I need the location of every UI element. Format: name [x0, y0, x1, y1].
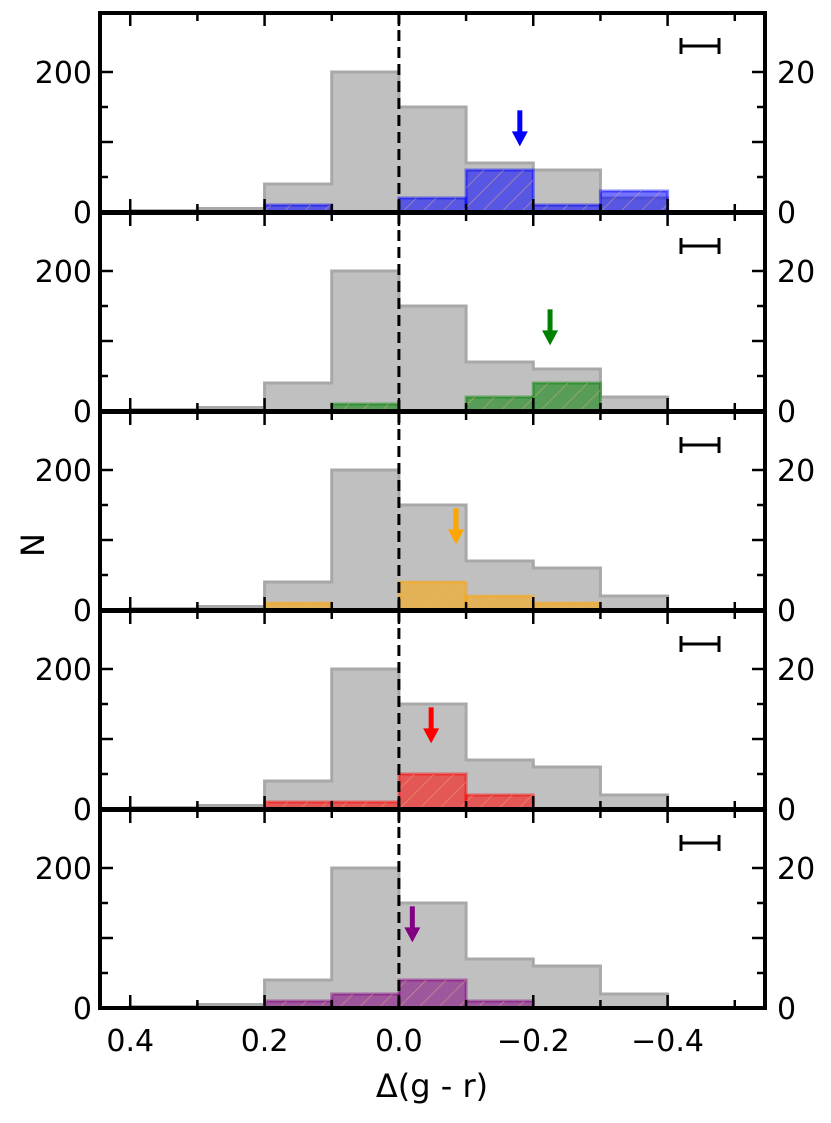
x-tick-label: 0.4	[106, 1024, 154, 1059]
panel-2: 0 200 0 20	[35, 211, 815, 430]
left-y-tick-label: 0	[73, 196, 92, 231]
median-arrow-head	[511, 131, 528, 147]
x-tick-label: −0.4	[631, 1024, 704, 1059]
left-y-tick-label: 200	[35, 852, 92, 887]
left-y-tick-label: 0	[73, 992, 92, 1027]
right-y-tick-label: 0	[777, 196, 796, 231]
x-tick-label: −0.2	[497, 1024, 570, 1059]
subset-bar-hatch	[264, 1001, 332, 1008]
panel-3: 0 200 0 20	[35, 410, 815, 629]
panel-frame	[98, 808, 767, 1010]
subset-bar-hatch	[600, 191, 668, 212]
subset-bar-hatch	[466, 596, 534, 610]
y-axis-label: N	[14, 533, 52, 557]
right-y-tick-label: 0	[777, 594, 796, 629]
right-y-tick-label: 20	[777, 255, 815, 290]
right-y-tick-label: 0	[777, 395, 796, 430]
subset-bar-hatch	[533, 383, 601, 411]
right-y-tick-label: 20	[777, 852, 815, 887]
right-y-tick-label: 20	[777, 653, 815, 688]
subset-bar-hatch	[533, 603, 601, 610]
subset-bar-hatch	[331, 802, 399, 809]
x-tick-label: 0.2	[241, 1024, 289, 1059]
subset-bar-hatch	[398, 582, 467, 610]
right-y-tick-label: 0	[777, 992, 796, 1027]
subset-bar-hatch	[466, 1001, 534, 1008]
median-arrow-head	[404, 927, 421, 943]
subset-bar-hatch	[264, 802, 332, 809]
right-y-tick-label: 20	[777, 56, 815, 91]
subset-bar-hatch	[331, 994, 399, 1008]
panel-1: 0 200 0 20	[35, 11, 815, 231]
left-y-tick-label: 0	[73, 395, 92, 430]
subset-bar-hatch	[398, 198, 467, 212]
x-tick-labels: 0.4 0.2 0.0 −0.2 −0.4	[106, 1024, 704, 1059]
subset-bar-hatch	[264, 603, 332, 610]
median-arrow-head	[542, 330, 559, 346]
subset-bar-hatch	[533, 205, 601, 212]
right-y-tick-label: 20	[777, 454, 815, 489]
subset-bar-hatch	[398, 774, 467, 809]
subset-bar-hatch	[331, 404, 399, 411]
panel-5: 0 200 0 20	[35, 808, 815, 1027]
panel-4: 0 200 0 20	[35, 609, 815, 828]
x-tick-label: 0.0	[375, 1024, 423, 1059]
subset-bar-hatch	[466, 170, 534, 212]
left-y-tick-label: 0	[73, 793, 92, 828]
subset-bar-hatch	[264, 205, 332, 212]
left-y-tick-label: 0	[73, 594, 92, 629]
x-axis-label: Δ(g - r)	[376, 1067, 488, 1105]
left-y-tick-label: 200	[35, 56, 92, 91]
left-y-tick-label: 200	[35, 454, 92, 489]
median-arrow-head	[448, 529, 465, 545]
left-y-tick-label: 200	[35, 653, 92, 688]
subset-bar-hatch	[398, 980, 467, 1008]
subset-bar-hatch	[466, 795, 534, 809]
right-y-tick-label: 0	[777, 793, 796, 828]
subset-bar-hatch	[466, 397, 534, 411]
median-arrow-head	[423, 728, 440, 744]
left-y-tick-label: 200	[35, 255, 92, 290]
